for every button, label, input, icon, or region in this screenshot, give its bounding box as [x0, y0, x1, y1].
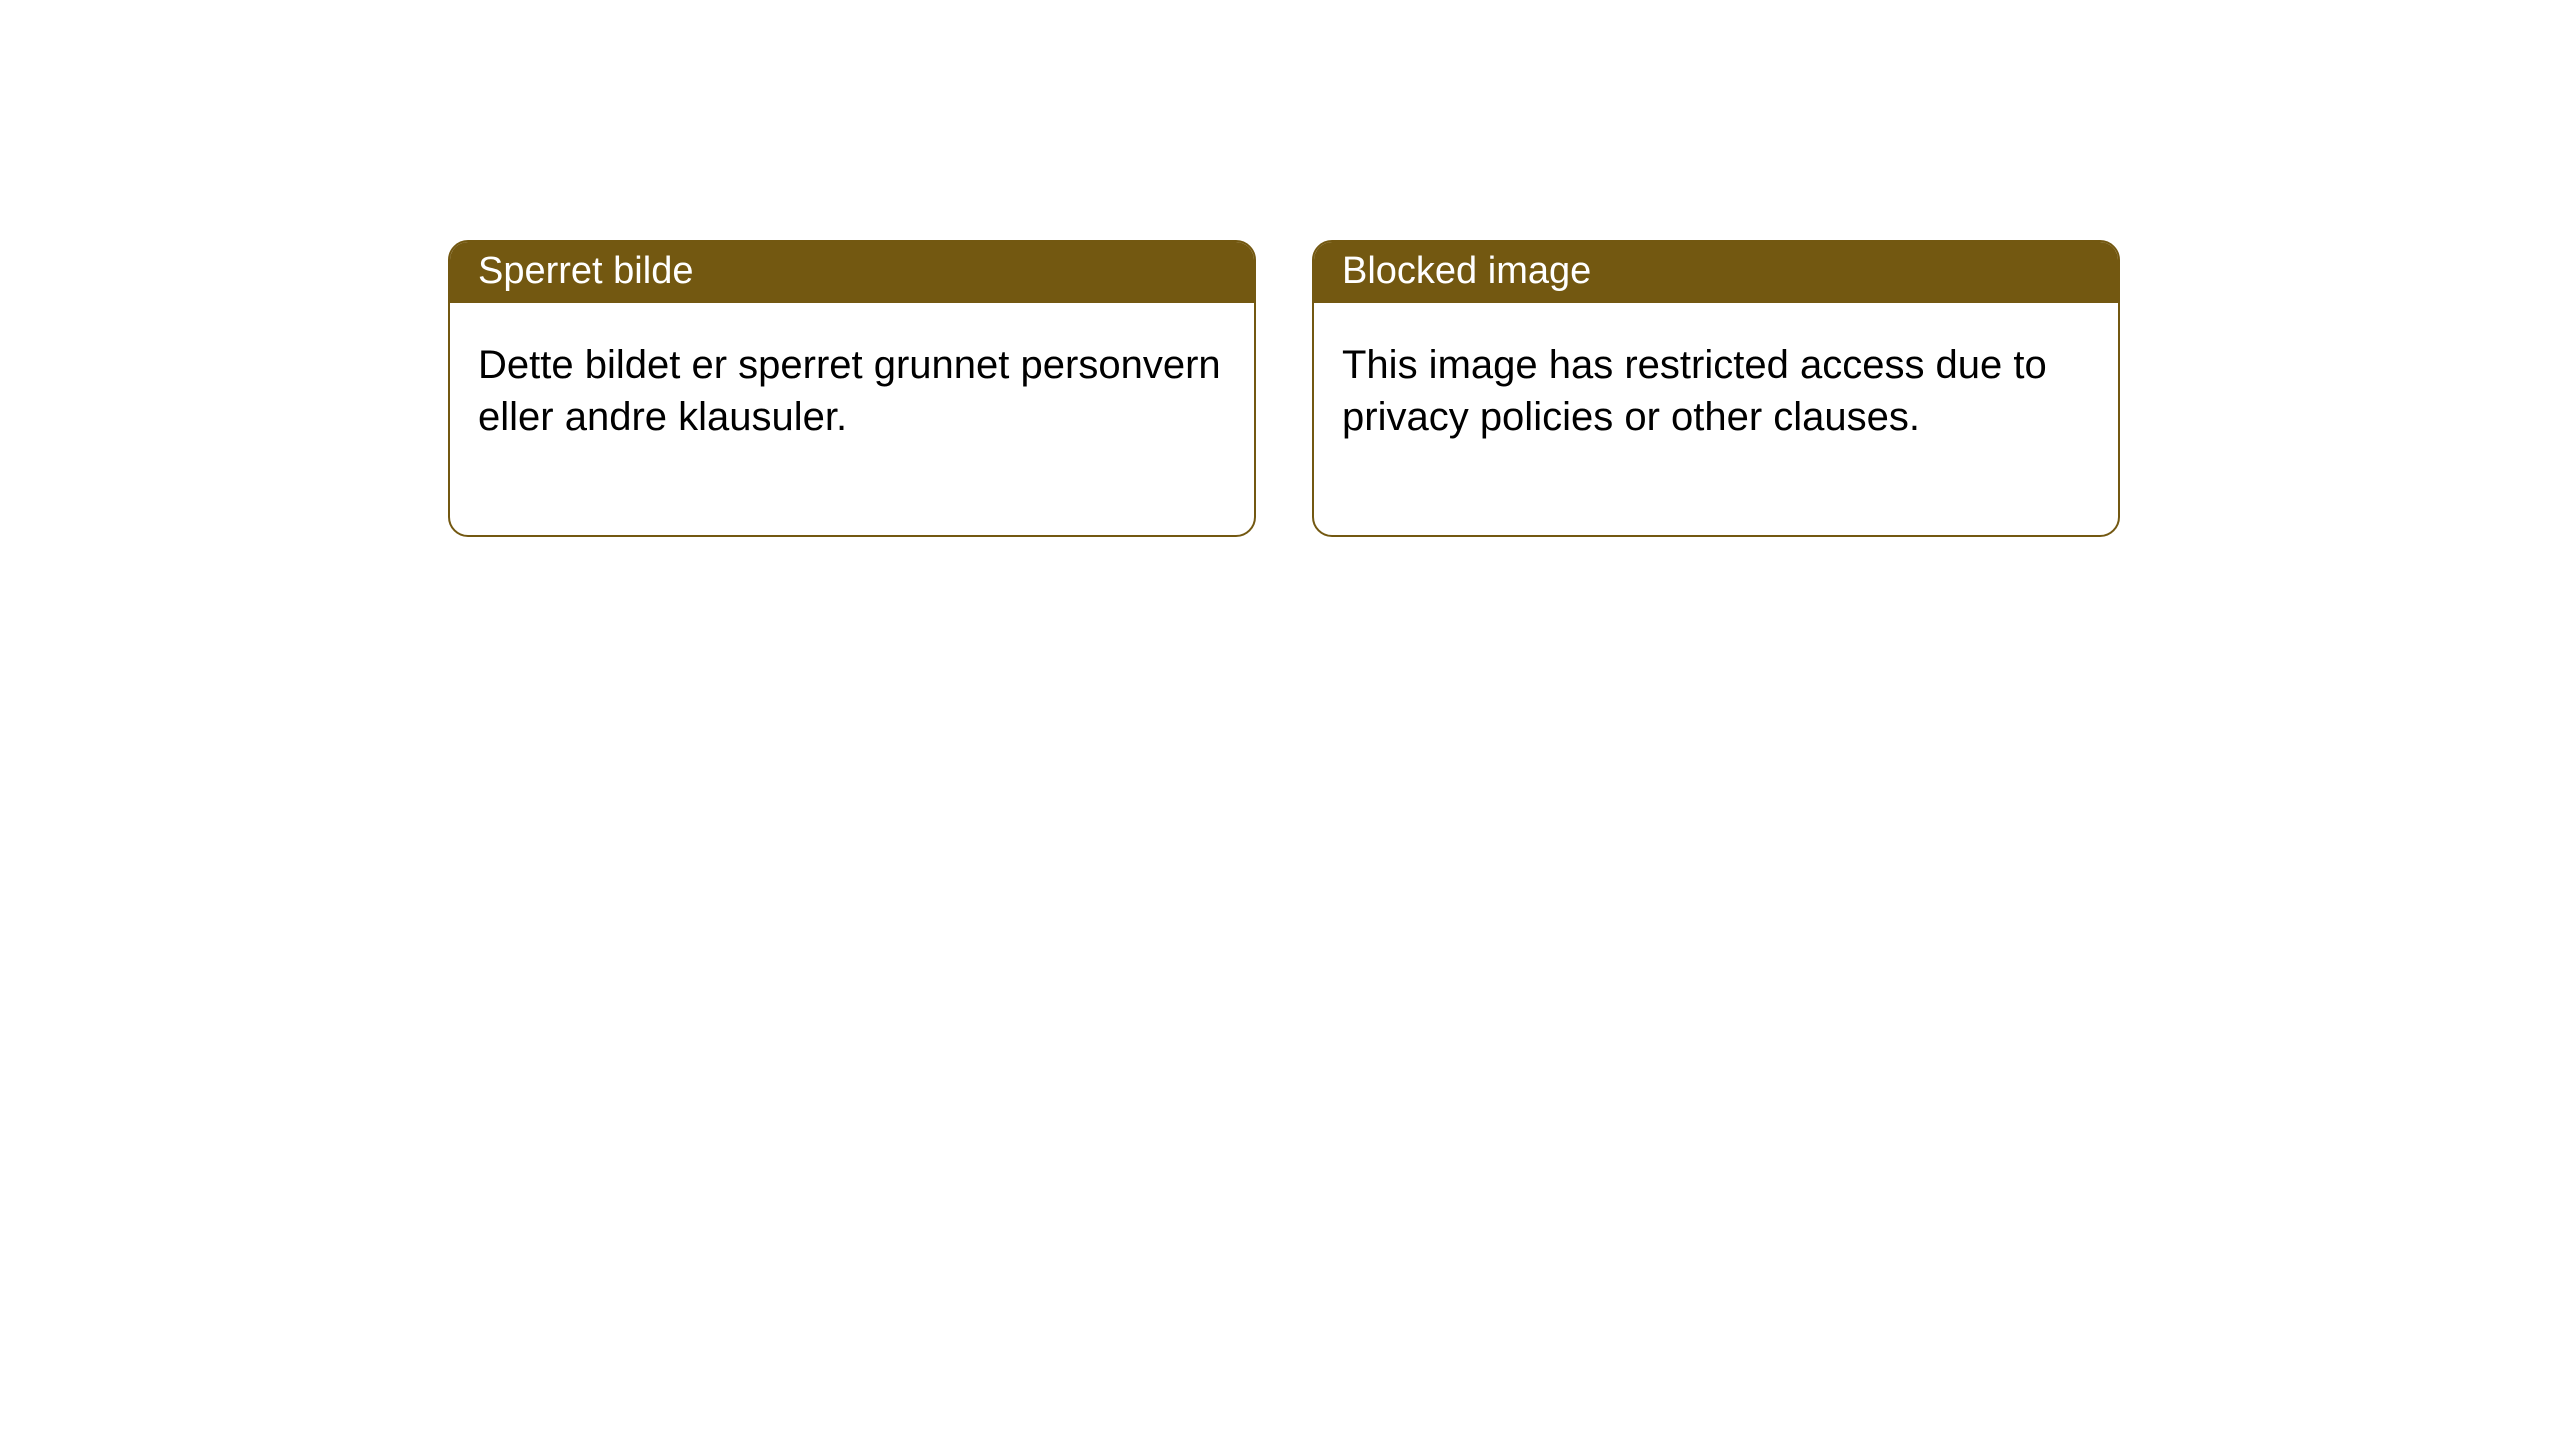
notice-container: Sperret bilde Dette bildet er sperret gr… [0, 0, 2560, 537]
notice-card-english: Blocked image This image has restricted … [1312, 240, 2120, 537]
notice-title: Blocked image [1314, 242, 2118, 303]
notice-body-text: This image has restricted access due to … [1314, 303, 2118, 535]
notice-body-text: Dette bildet er sperret grunnet personve… [450, 303, 1254, 535]
notice-card-norwegian: Sperret bilde Dette bildet er sperret gr… [448, 240, 1256, 537]
notice-title: Sperret bilde [450, 242, 1254, 303]
